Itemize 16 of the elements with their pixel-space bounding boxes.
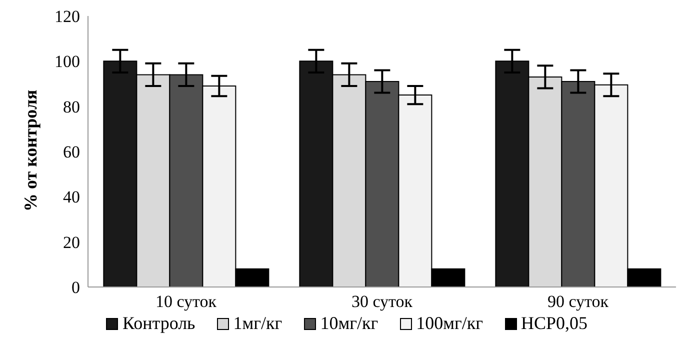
legend-label: 100мг/кг xyxy=(416,313,483,334)
x-tick-label: 30 суток xyxy=(351,292,414,312)
y-tick-label: 100 xyxy=(54,52,80,72)
legend-label: 10мг/кг xyxy=(320,313,378,334)
x-tick-label: 90 суток xyxy=(547,292,610,312)
y-tick-label: 60 xyxy=(63,142,80,162)
y-tick-label: 0 xyxy=(72,278,80,298)
y-axis-title: % от контроля xyxy=(20,89,40,212)
y-tick-label: 40 xyxy=(63,188,80,207)
legend-label: НСР0,05 xyxy=(521,313,588,334)
legend-label: 1мг/кг xyxy=(233,313,282,334)
y-tick-label: 20 xyxy=(63,232,80,252)
legend-label: Контроль xyxy=(122,313,196,334)
x-tick-label: 10 суток xyxy=(155,292,218,312)
y-tick-label: 80 xyxy=(63,97,80,116)
y-tick-label: 120 xyxy=(54,7,80,26)
